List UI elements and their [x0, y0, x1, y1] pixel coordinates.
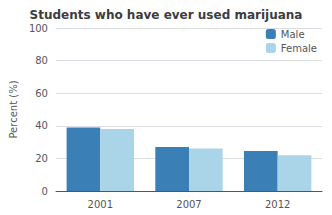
svg-text:Percent (%): Percent (%) [8, 80, 19, 138]
svg-text:2012: 2012 [265, 199, 290, 210]
svg-text:Female: Female [281, 43, 317, 54]
svg-text:2001: 2001 [88, 199, 113, 210]
svg-text:40: 40 [35, 120, 48, 131]
svg-text:0: 0 [42, 186, 48, 197]
svg-text:100: 100 [29, 23, 48, 34]
svg-text:60: 60 [35, 88, 48, 99]
svg-text:2007: 2007 [176, 199, 201, 210]
svg-text:80: 80 [35, 55, 48, 66]
svg-text:Male: Male [281, 29, 305, 40]
svg-text:20: 20 [35, 153, 48, 164]
svg-text:Students who have ever used ma: Students who have ever used marijuana [30, 8, 303, 22]
